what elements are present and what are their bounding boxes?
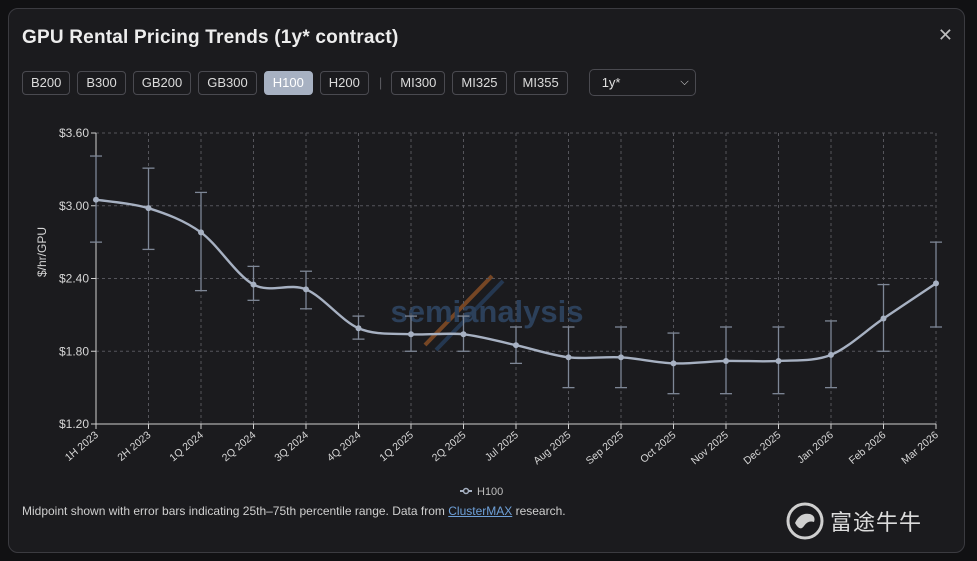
- x-tick-label: 3Q 2024: [272, 429, 311, 464]
- x-tick-label: 1Q 2024: [167, 429, 206, 464]
- data-point: [828, 351, 834, 358]
- legend-marker: [462, 487, 470, 495]
- data-point: [933, 280, 939, 287]
- x-tick-label: 4Q 2024: [325, 429, 364, 464]
- data-point: [723, 357, 729, 364]
- tab-b300[interactable]: B300: [77, 70, 126, 95]
- brand-text: 富途牛牛: [830, 510, 923, 535]
- page-title: GPU Rental Pricing Trends (1y* contract): [22, 27, 399, 48]
- y-tick-label: $3.60: [59, 126, 89, 140]
- chevron-down-icon: ⌵: [680, 76, 689, 88]
- y-tick-label: $2.40: [59, 272, 89, 286]
- data-point: [670, 360, 677, 367]
- data-point: [250, 281, 257, 288]
- data-point: [303, 286, 309, 293]
- x-tick-label: Nov 2025: [689, 429, 731, 467]
- data-point: [145, 205, 152, 212]
- x-tick-label: Aug 2025: [531, 429, 573, 467]
- tab-h100[interactable]: H100: [263, 70, 313, 95]
- footer-note: Midpoint shown with error bars indicatin…: [22, 504, 566, 518]
- footer-text: Midpoint shown with error bars indicatin…: [22, 504, 449, 518]
- futu-logo-icon: [786, 502, 824, 540]
- x-tick-label: Jan 2026: [795, 429, 836, 466]
- close-icon[interactable]: ✕: [937, 25, 953, 45]
- y-axis-label: $/hr/GPU: [35, 227, 49, 277]
- x-tick-label: 2Q 2025: [430, 429, 469, 464]
- tab-separator: |: [378, 75, 383, 90]
- watermark-text: semianalysis: [390, 294, 583, 329]
- tab-mi325[interactable]: MI325: [452, 70, 507, 95]
- x-tick-label: 1Q 2025: [377, 429, 416, 464]
- brand-watermark: 富途牛牛: [786, 502, 922, 540]
- footer-text-end: research.: [512, 504, 566, 518]
- tab-b200[interactable]: B200: [22, 70, 71, 95]
- x-tick-label: Oct 2025: [638, 429, 678, 466]
- x-tick-label: 2Q 2024: [220, 429, 259, 464]
- y-tick-label: $1.80: [59, 344, 89, 358]
- data-point: [93, 196, 99, 203]
- tab-mi355[interactable]: MI355: [513, 70, 568, 95]
- tab-gb200[interactable]: GB200: [132, 70, 192, 95]
- contract-select-value: 1y*: [601, 75, 621, 90]
- x-tick-label: Mar 2026: [899, 429, 941, 467]
- x-tick-label: Dec 2025: [741, 429, 783, 467]
- tab-mi300[interactable]: MI300: [391, 70, 446, 95]
- data-point: [355, 325, 362, 332]
- data-point: [460, 331, 467, 338]
- x-tick-label: Sep 2025: [584, 429, 626, 467]
- x-tick-label: 2H 2023: [115, 429, 153, 464]
- x-tick-label: 1H 2023: [63, 429, 101, 464]
- legend-label: H100: [477, 486, 503, 498]
- contract-select[interactable]: 1y* ⌵: [588, 69, 696, 96]
- data-point: [775, 357, 782, 364]
- data-point: [513, 342, 519, 349]
- clustermax-link[interactable]: ClusterMAX: [448, 504, 513, 518]
- data-point: [198, 229, 204, 236]
- data-point: [618, 354, 624, 361]
- gpu-tabs: B200 B300 GB200 GB300 H100 H200 | MI300 …: [22, 69, 696, 96]
- y-tick-label: $3.00: [59, 199, 89, 213]
- y-tick-label: $1.20: [59, 417, 89, 431]
- tab-h200[interactable]: H200: [319, 70, 369, 95]
- data-point: [408, 331, 414, 338]
- tab-gb300[interactable]: GB300: [198, 70, 257, 95]
- x-tick-label: Jul 2025: [483, 429, 521, 464]
- data-point: [565, 354, 572, 361]
- data-point: [880, 315, 887, 322]
- x-tick-label: Feb 2026: [847, 429, 889, 467]
